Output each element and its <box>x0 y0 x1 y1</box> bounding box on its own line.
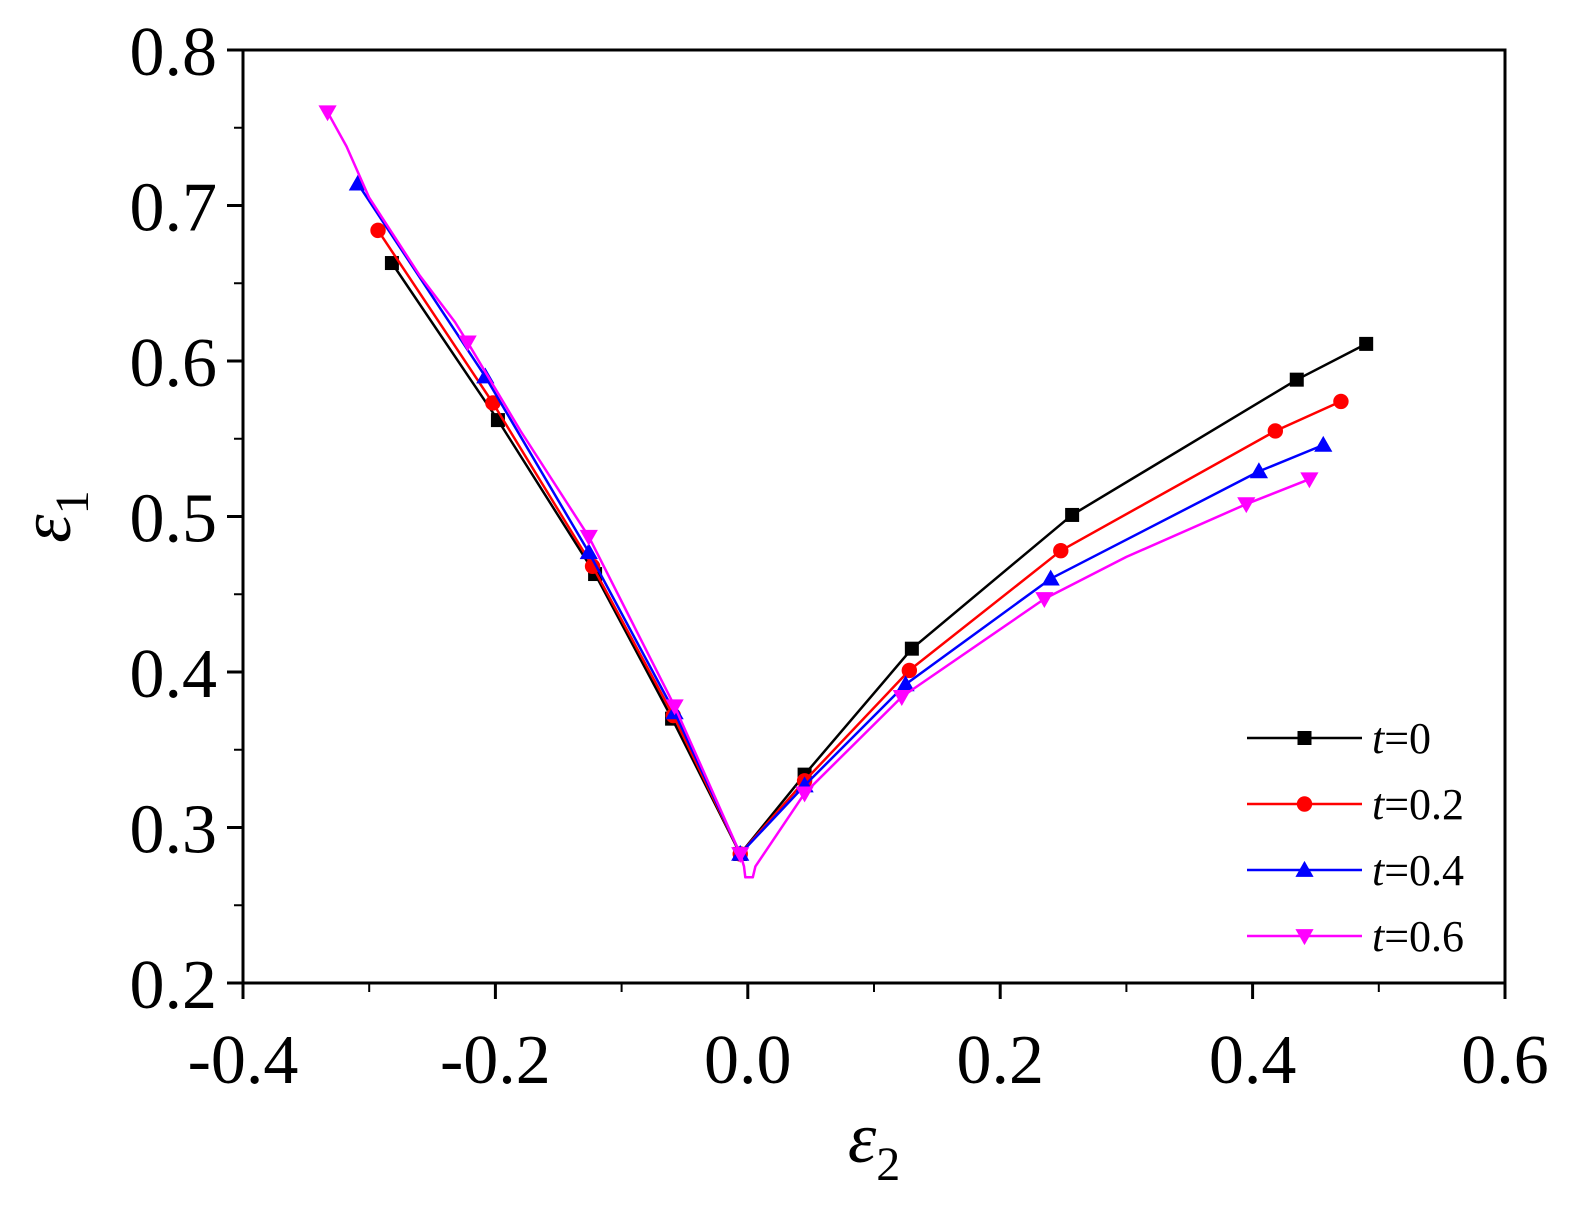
axes <box>241 48 1507 985</box>
series-line <box>356 183 1324 856</box>
series-2 <box>348 174 1333 861</box>
y-tick-label: 0.8 <box>130 14 218 91</box>
x-tick-label: 0.0 <box>704 1022 792 1099</box>
legend: t=0 t=0.2 t=0.4 t=0.6 <box>1247 714 1464 961</box>
data-point <box>892 690 911 706</box>
y-tick-label: 0.7 <box>130 170 218 247</box>
data-point <box>1237 497 1256 514</box>
data-point <box>731 847 750 864</box>
series-line <box>390 262 1367 856</box>
y-tick-label: 0.6 <box>130 325 218 402</box>
data-point <box>458 335 477 352</box>
legend-label: t=0.6 <box>1372 912 1464 961</box>
data-point <box>1295 929 1314 946</box>
data-point <box>318 105 337 122</box>
data-point <box>795 786 814 803</box>
data-point <box>1333 393 1349 410</box>
series-line <box>326 111 1310 879</box>
data-point <box>896 675 915 692</box>
legend-entry: t=0.6 <box>1247 912 1464 961</box>
series-layer <box>318 105 1374 879</box>
x-tick-label: 0.6 <box>1461 1022 1549 1099</box>
x-tick-label: -0.2 <box>440 1022 551 1099</box>
y-axis-ticks: 0.2 0.3 0.4 0.5 0.6 0.7 0.8 <box>130 14 243 1024</box>
y-tick-label: 0.5 <box>130 481 218 558</box>
data-point <box>1314 435 1333 452</box>
data-point <box>1359 336 1374 351</box>
data-point <box>1249 462 1269 479</box>
series-3 <box>318 105 1319 879</box>
data-point <box>485 395 501 411</box>
data-point <box>1053 543 1069 559</box>
data-point <box>584 558 601 574</box>
legend-entry: t=0.4 <box>1247 846 1464 895</box>
x-axis-ticks: -0.4 -0.2 0.0 0.2 0.4 0.6 <box>188 983 1549 1099</box>
data-point <box>348 174 367 191</box>
y-tick-label: 0.4 <box>130 636 218 713</box>
data-point <box>1267 423 1284 439</box>
y-tick-label: 0.2 <box>130 947 218 1024</box>
data-point <box>370 222 386 239</box>
legend-label: t=0 <box>1372 714 1431 763</box>
series-1 <box>370 222 1349 862</box>
data-point <box>1295 860 1314 877</box>
y-tick-label: 0.3 <box>130 792 218 869</box>
legend-label: t=0.4 <box>1372 846 1464 895</box>
data-point <box>665 699 684 716</box>
x-axis-label: ε2 <box>848 1098 900 1191</box>
data-point <box>1065 507 1080 522</box>
data-point <box>1041 569 1060 586</box>
legend-label: t=0.2 <box>1372 780 1464 829</box>
x-tick-label: -0.4 <box>188 1022 299 1099</box>
legend-entry: t=0.2 <box>1247 780 1464 829</box>
data-point <box>1035 592 1054 609</box>
data-point <box>1296 796 1313 812</box>
y-axis-label: ε1 <box>6 490 99 542</box>
plot-frame <box>241 48 1507 985</box>
data-point <box>579 543 598 560</box>
data-point <box>384 256 399 271</box>
legend-entry: t=0 <box>1247 714 1431 763</box>
x-tick-label: 0.2 <box>956 1022 1044 1099</box>
data-point <box>1300 472 1319 489</box>
data-point <box>579 529 598 546</box>
data-point <box>1289 372 1304 387</box>
series-0 <box>384 256 1374 861</box>
series-line <box>376 229 1342 856</box>
data-point <box>904 641 919 656</box>
data-point <box>1297 731 1312 745</box>
data-point <box>901 662 918 679</box>
x-tick-label: 0.4 <box>1209 1022 1297 1099</box>
